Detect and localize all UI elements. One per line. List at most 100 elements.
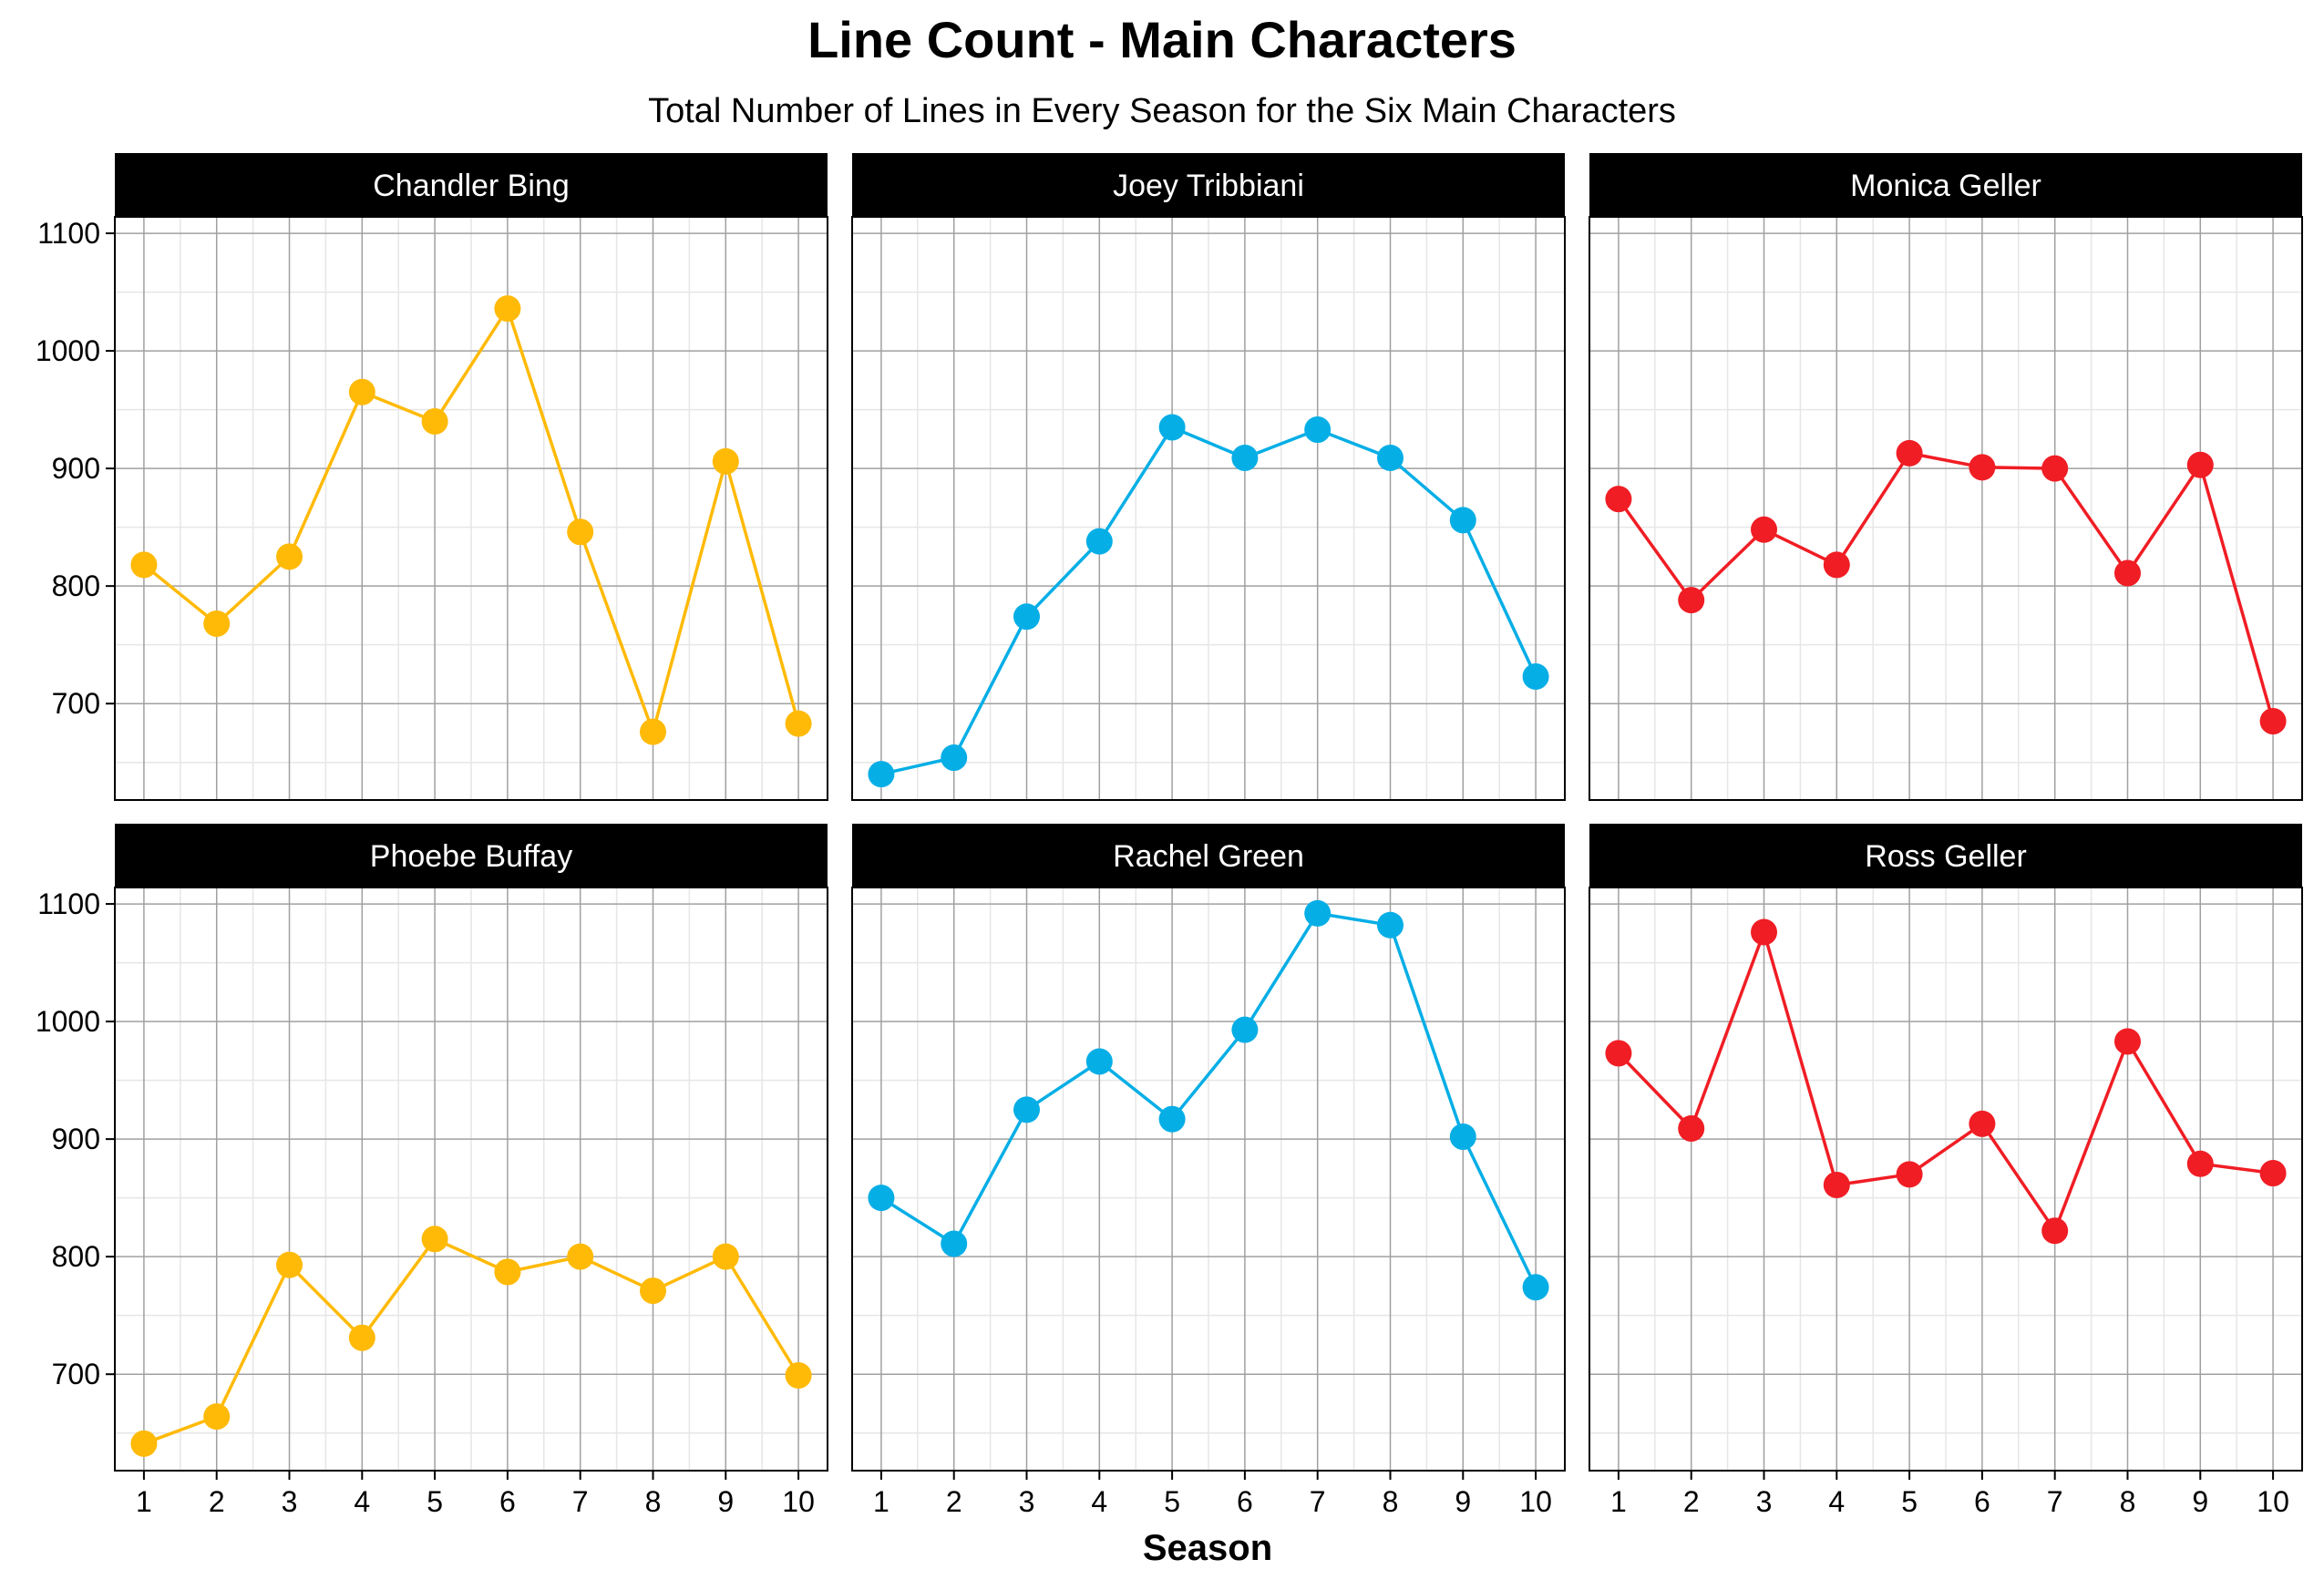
y-tick-label: 800 xyxy=(52,1240,100,1273)
panel-border xyxy=(1589,887,2303,1472)
x-tick-label: 4 xyxy=(1091,1485,1107,1518)
panel-border xyxy=(1589,216,2303,801)
x-tick-label: 7 xyxy=(572,1485,589,1518)
facet-strip-label: Joey Tribbiani xyxy=(1113,169,1304,203)
panel-border xyxy=(114,216,828,801)
panel-0: Chandler Bing 700 800 900 1000 1100 xyxy=(36,153,828,801)
data-point xyxy=(1231,445,1259,472)
x-tick-label: 5 xyxy=(1164,1485,1180,1518)
data-point xyxy=(1751,918,1778,946)
x-tick-label: 6 xyxy=(1237,1485,1253,1518)
y-tick-label: 1000 xyxy=(36,1005,100,1038)
x-tick-label: 9 xyxy=(2192,1485,2208,1518)
data-point xyxy=(2113,559,2141,587)
data-point xyxy=(494,295,521,323)
x-tick-label: 1 xyxy=(1610,1485,1627,1518)
series-line xyxy=(879,911,1537,1288)
data-point xyxy=(421,408,448,436)
panel-1: Joey Tribbiani xyxy=(851,153,1566,801)
x-tick-label: 8 xyxy=(645,1485,662,1518)
data-point xyxy=(1304,416,1332,444)
data-point xyxy=(1605,486,1632,513)
data-point xyxy=(1896,1161,1923,1188)
data-point xyxy=(1449,507,1476,534)
data-point xyxy=(1013,603,1041,631)
x-tick-label: 7 xyxy=(1310,1485,1326,1518)
data-point xyxy=(1231,1016,1259,1043)
data-point xyxy=(941,1230,968,1257)
facet-strip xyxy=(1589,824,2302,887)
data-point xyxy=(2041,455,2069,482)
x-tick-label: 2 xyxy=(946,1485,962,1518)
data-point xyxy=(348,1324,375,1351)
data-point xyxy=(785,1361,812,1389)
data-point xyxy=(494,1258,521,1286)
facet-strip xyxy=(1589,153,2302,217)
facet-strip xyxy=(115,824,828,887)
data-point xyxy=(941,744,968,772)
data-point xyxy=(1158,1105,1186,1133)
y-tick-label: 700 xyxy=(52,687,100,720)
data-point xyxy=(1085,1048,1113,1075)
data-point xyxy=(130,1430,158,1457)
y-tick-label: 700 xyxy=(52,1358,100,1390)
x-tick-label: 2 xyxy=(209,1485,225,1518)
x-tick-label: 10 xyxy=(2257,1485,2289,1518)
data-point xyxy=(1376,911,1404,939)
data-point xyxy=(1823,1171,1850,1198)
panel-border xyxy=(851,216,1566,801)
data-point xyxy=(868,1185,895,1212)
series-line xyxy=(1617,451,2275,722)
facet-strip-label: Phoebe Buffay xyxy=(370,839,572,874)
panel-border xyxy=(114,887,828,1472)
x-tick-label: 1 xyxy=(873,1485,889,1518)
facet-strip-label: Monica Geller xyxy=(1850,169,2041,203)
series-line xyxy=(880,426,1537,776)
y-tick-label: 900 xyxy=(52,452,100,485)
data-point xyxy=(1158,414,1186,441)
facet-strip xyxy=(852,824,1565,887)
data-point xyxy=(1085,528,1113,555)
data-point xyxy=(2259,708,2287,735)
x-tick-label: 1 xyxy=(136,1485,152,1518)
y-tick-label: 800 xyxy=(52,569,100,602)
x-tick-label: 9 xyxy=(1455,1485,1471,1518)
data-point xyxy=(1013,1096,1041,1123)
chart-subtitle: Total Number of Lines in Every Season fo… xyxy=(648,92,1676,130)
data-point xyxy=(203,1403,231,1431)
data-point xyxy=(868,761,895,788)
data-point xyxy=(1522,1274,1549,1301)
series-line xyxy=(1617,930,2274,1233)
data-point xyxy=(567,518,594,546)
data-point xyxy=(1678,587,1705,614)
series-line xyxy=(142,306,800,733)
panel-border xyxy=(851,887,1566,1472)
facet-strip xyxy=(115,153,828,217)
panel-4: Rachel Green 1 2 3 4 5 6 7 8 9 10 xyxy=(851,824,1566,1518)
facet-strip xyxy=(852,153,1565,217)
data-point xyxy=(785,710,812,737)
x-tick-label: 6 xyxy=(1974,1485,1990,1518)
facet-panels: Chandler Bing 700 800 900 1000 1100 Joey Tribb… xyxy=(36,153,2303,1518)
data-point xyxy=(1751,516,1778,543)
x-tick-label: 6 xyxy=(499,1485,516,1518)
data-point xyxy=(1823,551,1850,579)
data-point xyxy=(1605,1040,1632,1067)
data-point xyxy=(130,551,158,579)
y-tick-label: 1100 xyxy=(37,887,100,920)
panel-2: Monica Geller xyxy=(1589,153,2303,801)
y-tick-label: 1100 xyxy=(37,217,100,250)
data-point xyxy=(2259,1160,2287,1187)
chart-title: Line Count - Main Characters xyxy=(807,11,1517,68)
x-tick-label: 10 xyxy=(1519,1485,1552,1518)
y-tick-label: 900 xyxy=(52,1123,100,1155)
x-tick-label: 9 xyxy=(717,1485,734,1518)
data-point xyxy=(567,1243,594,1270)
x-tick-label: 3 xyxy=(282,1485,298,1518)
data-point xyxy=(1896,439,1923,467)
x-tick-label: 4 xyxy=(1828,1485,1845,1518)
x-tick-label: 8 xyxy=(2120,1485,2136,1518)
facet-strip-label: Rachel Green xyxy=(1113,839,1304,874)
data-point xyxy=(421,1226,448,1253)
